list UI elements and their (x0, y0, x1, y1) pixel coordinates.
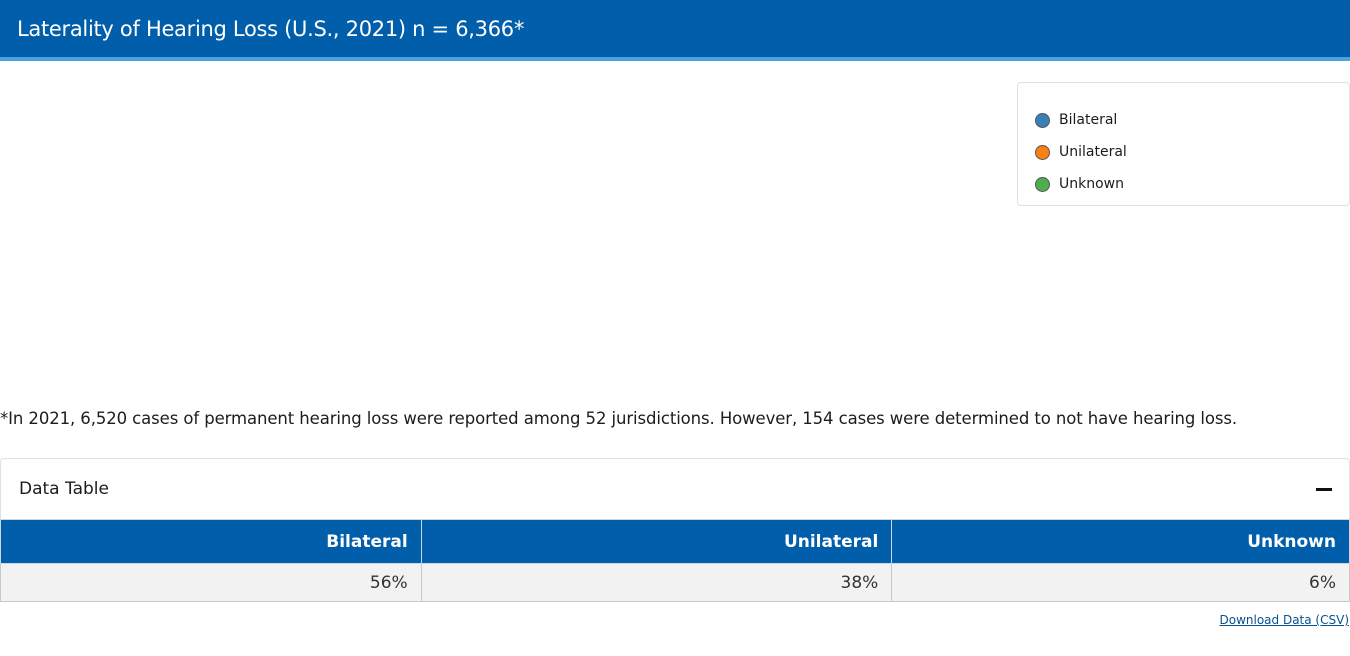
legend-item-unilateral[interactable]: Unilateral (1035, 136, 1349, 168)
pie-chart (0, 65, 1010, 385)
table-header-row: Bilateral Unilateral Unknown (0, 519, 1350, 564)
pie-chart-area (0, 65, 1010, 385)
legend-label-unilateral: Unilateral (1059, 144, 1127, 160)
table-row: 56% 38% 6% (0, 563, 1350, 602)
collapse-minus-icon[interactable] (1316, 487, 1332, 491)
table-header-unknown[interactable]: Unknown (891, 519, 1350, 564)
data-table: Bilateral Unilateral Unknown 56% 38% 6% (0, 519, 1350, 602)
legend-dot-bilateral (1035, 112, 1050, 128)
data-table-title: Data Table (19, 479, 109, 499)
table-cell-unknown: 6% (891, 563, 1350, 602)
chart-header: Laterality of Hearing Loss (U.S., 2021) … (0, 0, 1350, 61)
legend-item-unknown[interactable]: Unknown (1035, 168, 1349, 200)
legend-dot-unilateral (1035, 144, 1050, 160)
legend-dot-unknown (1035, 176, 1050, 192)
data-table-toggle[interactable]: Data Table (0, 458, 1350, 519)
footnote: *In 2021, 6,520 cases of permanent heari… (0, 409, 1238, 428)
legend-label-bilateral: Bilateral (1059, 112, 1118, 128)
legend-label-unknown: Unknown (1059, 176, 1124, 192)
table-cell-unilateral: 38% (420, 563, 893, 602)
legend-item-bilateral[interactable]: Bilateral (1035, 104, 1349, 136)
table-header-bilateral[interactable]: Bilateral (0, 519, 422, 564)
table-header-unilateral[interactable]: Unilateral (420, 519, 893, 564)
download-csv-link[interactable]: Download Data (CSV) (1219, 613, 1350, 627)
chart-legend: Bilateral Unilateral Unknown (1017, 82, 1350, 206)
chart-title: Laterality of Hearing Loss (U.S., 2021) … (17, 16, 525, 41)
table-cell-bilateral: 56% (0, 563, 422, 602)
